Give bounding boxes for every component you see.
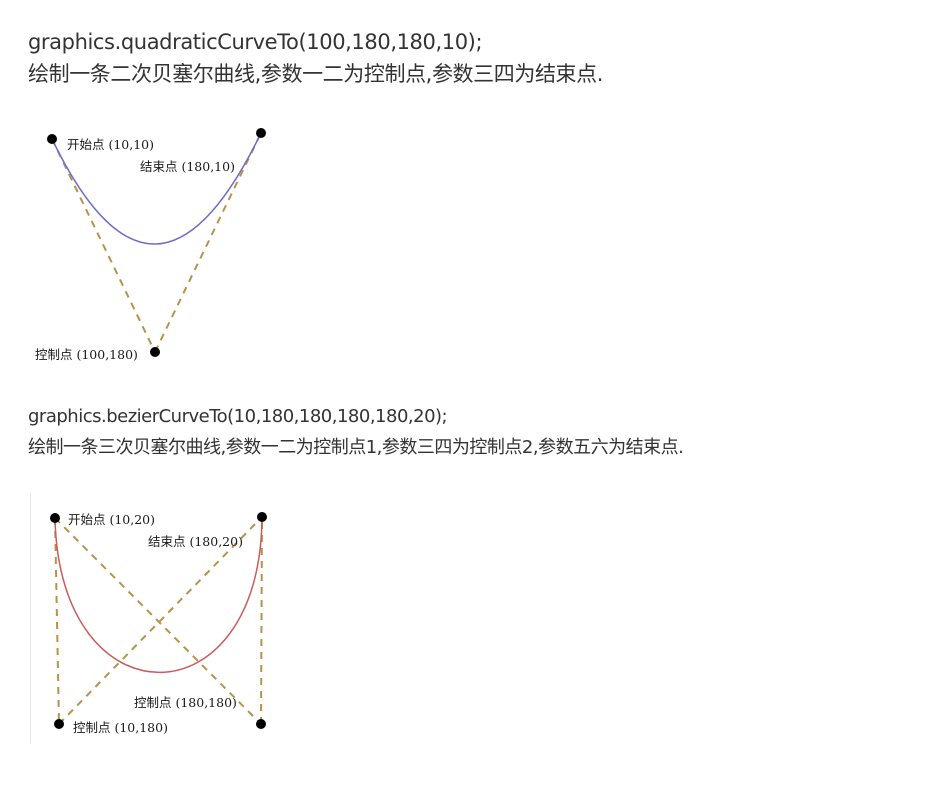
quadratic-description: 绘制一条二次贝塞尔曲线,参数一二为控制点,参数三四为结束点. — [28, 62, 604, 86]
quadratic-curve — [51, 132, 262, 245]
bezier-description: 绘制一条三次贝塞尔曲线,参数一二为控制点1,参数三四为控制点2,参数五六为结束点… — [28, 437, 684, 458]
start-point-label: 开始点 (10,20) — [68, 512, 155, 527]
quadratic-code-heading: graphics.quadraticCurveTo(100,180,180,10… — [28, 30, 483, 54]
end-point-label: 结束点 (180,20) — [148, 534, 243, 549]
bezier-curve — [54, 516, 263, 673]
quadratic-guide-line-start — [51, 138, 156, 353]
control-point-1-label: 控制点 (10,180) — [73, 720, 168, 735]
control-point-2-label: 控制点 (180,180) — [134, 695, 237, 710]
control-point-dot — [150, 347, 160, 357]
end-point-dot — [257, 512, 267, 522]
bezier-code-heading: graphics.bezierCurveTo(10,180,180,180,18… — [28, 406, 448, 427]
control-point-2-dot — [256, 719, 266, 729]
start-point-dot — [47, 134, 57, 144]
end-point-label: 结束点 (180,10) — [140, 159, 235, 174]
bezier-guide-line-cross2 — [54, 517, 262, 725]
bezier-guide-line-end — [260, 516, 263, 725]
end-point-dot — [256, 128, 266, 138]
bezier-guide-line-cross1 — [58, 516, 263, 725]
bezier-curve-diagram: 开始点 (10,20) 结束点 (180,20) 控制点 (180,180) 控… — [50, 512, 267, 735]
bezier-guide-line-start — [54, 517, 60, 725]
control-point-1-dot — [54, 719, 64, 729]
quadratic-curve-diagram: 开始点 (10,10) 结束点 (180,10) 控制点 (100,180) — [35, 128, 266, 362]
quadratic-curve-figure: 开始点 (10,10) 结束点 (180,10) 控制点 (100,180) — [30, 118, 280, 370]
bezier-curve-figure: 开始点 (10,20) 结束点 (180,20) 控制点 (180,180) 控… — [30, 494, 281, 744]
start-point-dot — [50, 513, 60, 523]
start-point-label: 开始点 (10,10) — [67, 137, 154, 152]
quadratic-guide-line-end — [154, 132, 262, 353]
control-point-label: 控制点 (100,180) — [35, 347, 138, 362]
